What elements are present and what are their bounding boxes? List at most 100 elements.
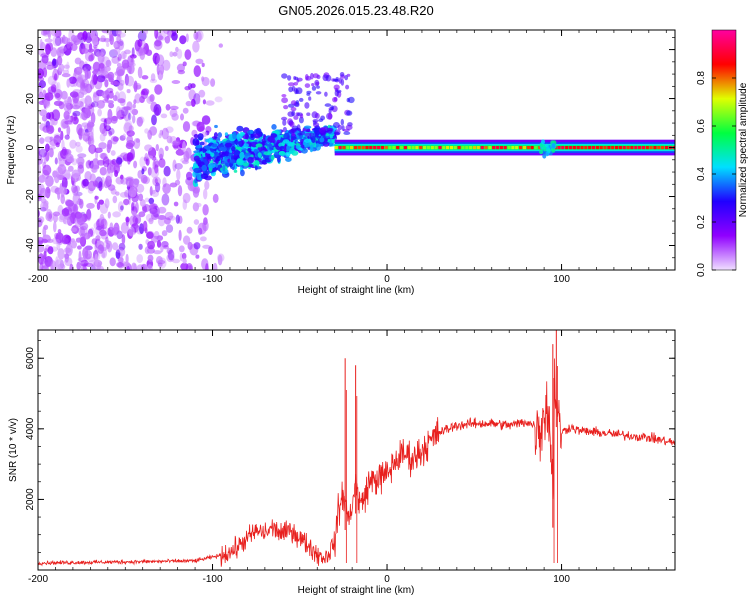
heatmap-cell [157, 262, 163, 267]
heatmap-cell [62, 218, 67, 225]
heatmap-cell [365, 146, 369, 150]
heatmap-cell [306, 92, 311, 96]
heatmap-cell [43, 250, 47, 260]
heatmap-cell [134, 93, 142, 104]
heatmap-cell [166, 135, 173, 144]
heatmap-cell [126, 266, 130, 270]
heatmap-cell [193, 167, 202, 174]
heatmap-cell [124, 73, 129, 86]
heatmap-cell [160, 242, 164, 253]
heatmap-cell [331, 138, 336, 143]
heatmap-cell [130, 206, 138, 216]
heatmap-cell [115, 249, 121, 259]
heatmap-cell [98, 181, 103, 192]
heatmap-cell [145, 49, 153, 56]
heatmap-cell [87, 120, 94, 132]
heatmap-cell [54, 73, 58, 81]
heatmap-cell [112, 195, 118, 204]
heatmap-cell [51, 109, 61, 121]
heatmap-cell [52, 35, 60, 47]
heatmap-cell [116, 157, 123, 165]
heatmap-cell [653, 146, 657, 150]
heatmap-cell [499, 146, 503, 150]
heatmap-cell [82, 178, 89, 187]
heatmap-cell [338, 146, 342, 150]
heatmap-cell [282, 126, 287, 133]
heatmap-cell [285, 151, 291, 158]
heatmap-cell [112, 242, 119, 251]
heatmap-cell [106, 30, 113, 35]
heatmap-cell [137, 170, 143, 179]
heatmap-cell [216, 155, 221, 162]
heatmap-cell [198, 227, 203, 235]
heatmap-cell [156, 256, 163, 265]
heatmap-cell [373, 146, 377, 150]
heatmap-cell [539, 149, 544, 155]
heatmap-cell [287, 82, 295, 87]
heatmap-cell [423, 146, 427, 150]
heatmap-cell [340, 118, 344, 126]
heatmap-cell [58, 63, 65, 72]
heatmap-cell [330, 105, 334, 111]
heatmap-cell [176, 169, 181, 181]
heatmap-cell [49, 136, 54, 141]
heatmap-cell [103, 180, 110, 189]
heatmap-cell [326, 129, 333, 134]
heatmap-cell [46, 125, 55, 135]
heatmap-cell [222, 164, 226, 172]
x-tick-label: -100 [203, 574, 223, 585]
heatmap-cell [109, 34, 114, 46]
heatmap-cell [128, 62, 136, 67]
heatmap-cell [119, 135, 126, 141]
heatmap-cell [106, 143, 111, 154]
heatmap-cell [545, 151, 550, 157]
heatmap-cell [128, 226, 135, 237]
heatmap-cell [114, 91, 120, 102]
heatmap-cell [156, 240, 162, 248]
heatmap-cell [182, 121, 191, 132]
heatmap-cell [202, 244, 211, 249]
spectrogram-heatmap [38, 30, 675, 270]
heatmap-cell [210, 78, 216, 87]
heatmap-cell [92, 70, 98, 75]
heatmap-cell [645, 146, 649, 150]
heatmap-cell [66, 216, 74, 227]
heatmap-cell [561, 146, 565, 150]
heatmap-cell [495, 146, 500, 150]
heatmap-cell [87, 65, 93, 71]
heatmap-cell [43, 224, 49, 230]
heatmap-cell [51, 84, 57, 93]
heatmap-cell [83, 266, 88, 270]
heatmap-cell [182, 192, 191, 204]
heatmap-cell [102, 156, 110, 168]
heatmap-cell [42, 164, 52, 176]
heatmap-cell [148, 197, 155, 205]
colorbar-frame [711, 29, 737, 271]
heatmap-cell [44, 92, 54, 101]
heatmap-cell [185, 33, 189, 43]
heatmap-cell [154, 40, 162, 47]
heatmap-cell [79, 222, 89, 231]
heatmap-cell [442, 146, 446, 150]
heatmap-cell [142, 220, 148, 232]
heatmap-cell [73, 97, 79, 107]
heatmap-cell [329, 133, 333, 139]
heatmap-cell [79, 113, 87, 120]
spectrogram-y-label: Frequency (Hz) [6, 116, 17, 185]
heatmap-cell [56, 82, 61, 94]
heatmap-cell [195, 254, 200, 259]
heatmap-cell [162, 183, 171, 195]
heatmap-cell [71, 184, 78, 194]
heatmap-cell [107, 211, 111, 219]
heatmap-cell [295, 100, 299, 104]
heatmap-cell [132, 82, 142, 90]
heatmap-cell [320, 115, 325, 121]
heatmap-cell [312, 119, 319, 123]
heatmap-cell [47, 246, 54, 255]
heatmap-cell [208, 246, 213, 255]
heatmap-cell [303, 138, 312, 143]
heatmap-cell [202, 204, 209, 216]
snr-line-group [38, 330, 675, 567]
heatmap-cell [74, 211, 83, 219]
heatmap-cell [65, 199, 74, 207]
